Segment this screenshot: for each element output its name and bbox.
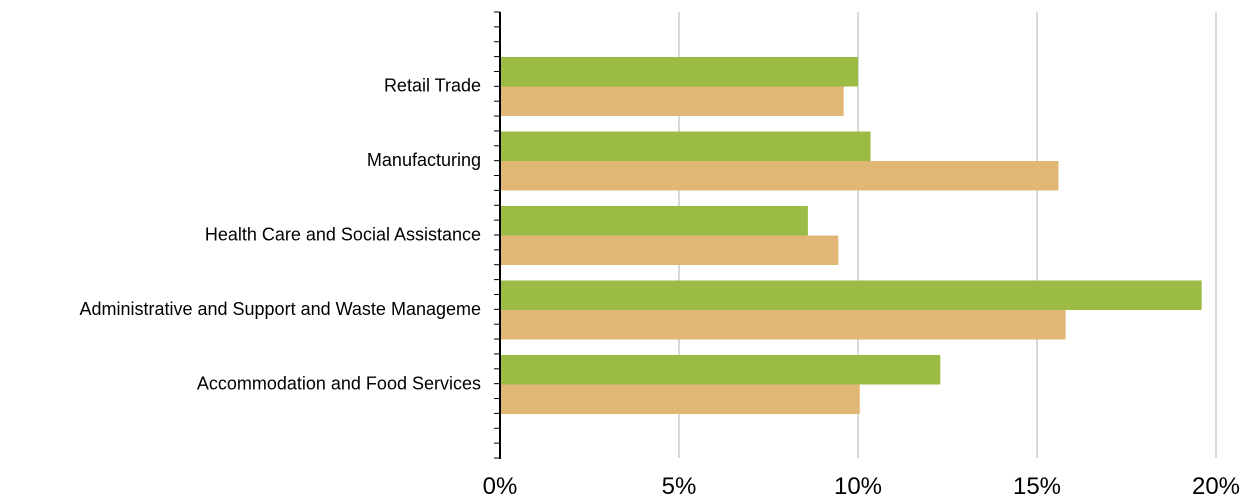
bar-s1-c1 xyxy=(500,57,858,87)
bar-s1-c4 xyxy=(500,280,1202,310)
bar-s2-c2 xyxy=(500,161,1059,191)
bar-s1-c5 xyxy=(500,355,941,385)
x-tick-label: 15% xyxy=(1013,473,1061,500)
category-label: Accommodation and Food Services xyxy=(197,373,481,393)
bar-s2-c5 xyxy=(500,384,860,414)
bars xyxy=(500,57,1202,414)
category-labels: Retail Trade Manufacturing Health Care and… xyxy=(79,75,481,393)
axes xyxy=(494,11,501,459)
category-label: Health Care and Social Assistance xyxy=(205,224,481,244)
category-label: Manufacturing xyxy=(367,150,481,170)
category-label: Administrative and Support and Waste Man… xyxy=(79,299,481,319)
x-tick-labels: 0% 5% 10% 15% 20% xyxy=(483,473,1240,500)
bar-s1-c3 xyxy=(500,206,808,236)
x-tick-label: 10% xyxy=(834,473,882,500)
bar-s2-c1 xyxy=(500,86,844,116)
bar-s1-c2 xyxy=(500,131,871,161)
x-tick-label: 20% xyxy=(1192,473,1240,500)
bar-s2-c4 xyxy=(500,310,1066,340)
x-tick-label: 5% xyxy=(662,473,697,500)
category-label: Retail Trade xyxy=(384,75,481,95)
x-tick-label: 0% xyxy=(483,473,518,500)
bar-s2-c3 xyxy=(500,235,839,265)
